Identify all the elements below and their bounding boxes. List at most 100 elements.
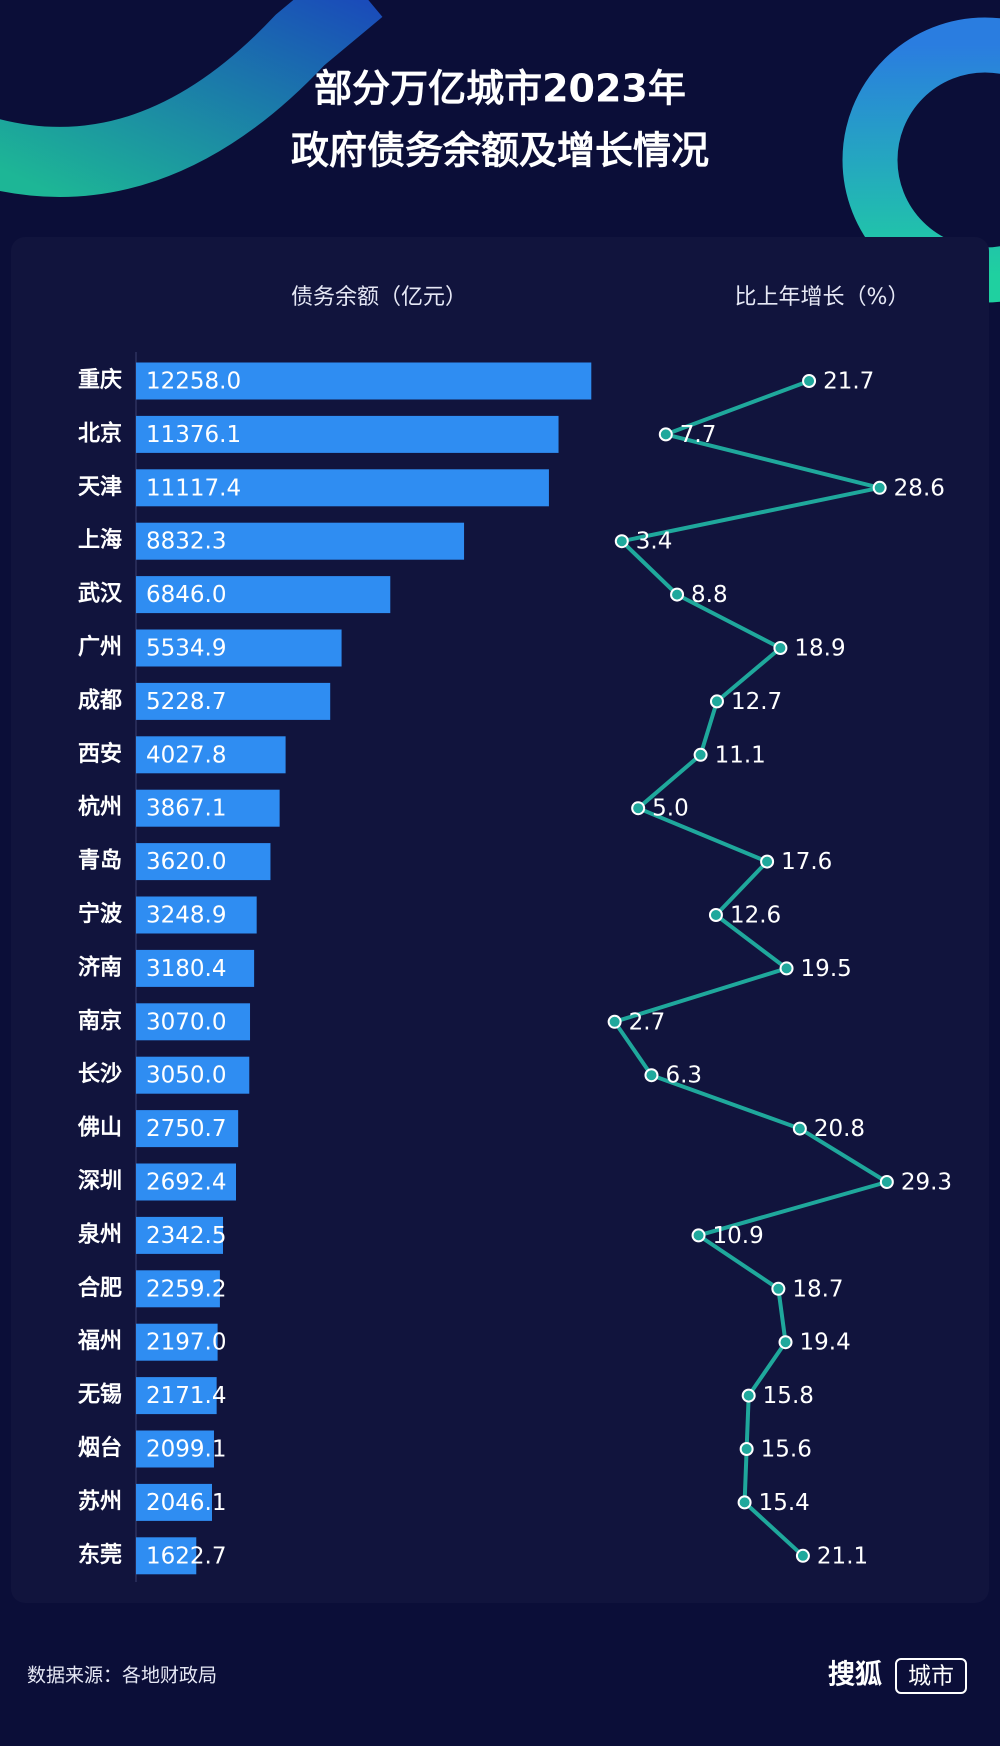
bar (136, 1163, 237, 1201)
value-label: 19.4 (800, 1330, 851, 1356)
point (760, 854, 775, 869)
brand-tag: 城市 (908, 1664, 954, 1690)
point (737, 1495, 752, 1510)
category-label: 杭州 (78, 794, 122, 820)
category-label: 福州 (77, 1329, 122, 1354)
category-label: 深圳 (78, 1169, 122, 1194)
value-label: 11.1 (715, 742, 766, 768)
value-label: 2259.2 (146, 1276, 226, 1302)
bar (136, 1430, 214, 1468)
bar (136, 1537, 197, 1575)
value-label: 3.4 (636, 529, 673, 555)
category-label: 济南 (78, 954, 122, 980)
value-label: 2692.4 (146, 1170, 226, 1196)
category-label: 南京 (78, 1008, 122, 1034)
bar (136, 1216, 224, 1254)
bar (136, 1056, 250, 1094)
value-label: 2171.4 (146, 1383, 226, 1409)
category-label: 佛山 (77, 1116, 122, 1141)
value-label: 17.6 (781, 849, 832, 875)
title-line: 部分万亿城市2023年 (314, 67, 686, 111)
value-label: 4027.8 (146, 742, 226, 768)
decor-arc (0, 0, 383, 197)
category-label: 上海 (78, 527, 122, 553)
value-label: 5228.7 (146, 689, 226, 715)
bar (136, 415, 559, 453)
point (708, 908, 723, 922)
source: 数据来源：各地财政局 (27, 1665, 217, 1687)
category-label: 苏州 (78, 1488, 122, 1514)
category-label: 无锡 (78, 1383, 122, 1408)
bar (136, 843, 271, 881)
value-label: 12258.0 (146, 369, 241, 395)
value-label: 18.9 (794, 636, 845, 662)
bar (136, 629, 342, 667)
bar (136, 1110, 239, 1148)
point (802, 374, 817, 388)
value-label: 11117.4 (146, 475, 241, 501)
plot: 重庆 12258.0 北京 11376.1 天津 11117.4 上海 8832.3 武汉 684… (77, 362, 952, 1575)
point (779, 961, 794, 976)
title-line: 政府债务余额及增长情况 (291, 129, 709, 173)
value-label: 15.4 (759, 1490, 810, 1516)
category-label: 北京 (78, 420, 122, 446)
bar (136, 1323, 218, 1361)
value-label: 11376.1 (146, 422, 241, 448)
category-label: 西安 (78, 741, 122, 767)
bar (136, 736, 286, 774)
value-label: 18.7 (792, 1276, 843, 1302)
point (872, 480, 887, 495)
value-label: 2750.7 (146, 1116, 226, 1142)
bar (136, 469, 549, 507)
value-label: 7.7 (680, 422, 717, 448)
axis-label: 债务余额（亿元） (291, 285, 467, 310)
value-label: 12.7 (731, 689, 782, 715)
value-label: 15.8 (763, 1383, 814, 1409)
bar (136, 789, 280, 827)
bar (136, 896, 257, 934)
point (773, 641, 788, 655)
value-label: 2046.1 (146, 1490, 226, 1516)
value-label: 19.5 (801, 956, 852, 982)
bar (136, 1483, 212, 1521)
value-label: 2.7 (629, 1009, 666, 1035)
category-label: 烟台 (78, 1435, 122, 1461)
point (693, 747, 708, 762)
point (739, 1442, 754, 1456)
value-label: 12.6 (730, 903, 781, 929)
bar (136, 949, 255, 987)
category-label: 长沙 (78, 1062, 122, 1087)
category-label: 合肥 (78, 1275, 122, 1301)
value-label: 28.6 (894, 475, 945, 501)
point (795, 1548, 810, 1563)
point (778, 1335, 793, 1350)
value-label: 10.9 (713, 1223, 764, 1249)
value-label: 21.1 (817, 1543, 868, 1569)
category-label: 广州 (78, 634, 122, 660)
bar (136, 576, 391, 614)
point (691, 1228, 706, 1243)
value-label: 3070.0 (146, 1009, 226, 1035)
value-label: 2342.5 (146, 1223, 226, 1249)
value-label: 2197.0 (146, 1330, 226, 1356)
value-label: 8832.3 (146, 529, 226, 555)
value-label: 6846.0 (146, 582, 226, 608)
category-label: 天津 (78, 474, 122, 500)
value-label: 5.0 (652, 796, 689, 822)
point (607, 1014, 622, 1029)
category-label: 青岛 (78, 848, 122, 874)
category-label: 泉州 (78, 1221, 122, 1247)
value-label: 3620.0 (146, 849, 226, 875)
axis-label: 比上年增长（%） (735, 285, 910, 310)
point (631, 801, 646, 816)
category-label: 宁波 (78, 901, 123, 927)
value-label: 2099.1 (146, 1437, 226, 1463)
point (614, 534, 629, 549)
value-label: 3248.9 (146, 903, 226, 929)
bar (136, 1270, 220, 1308)
point (709, 694, 724, 709)
point (741, 1388, 756, 1403)
category-label: 武汉 (78, 582, 123, 607)
bar (136, 1003, 251, 1041)
